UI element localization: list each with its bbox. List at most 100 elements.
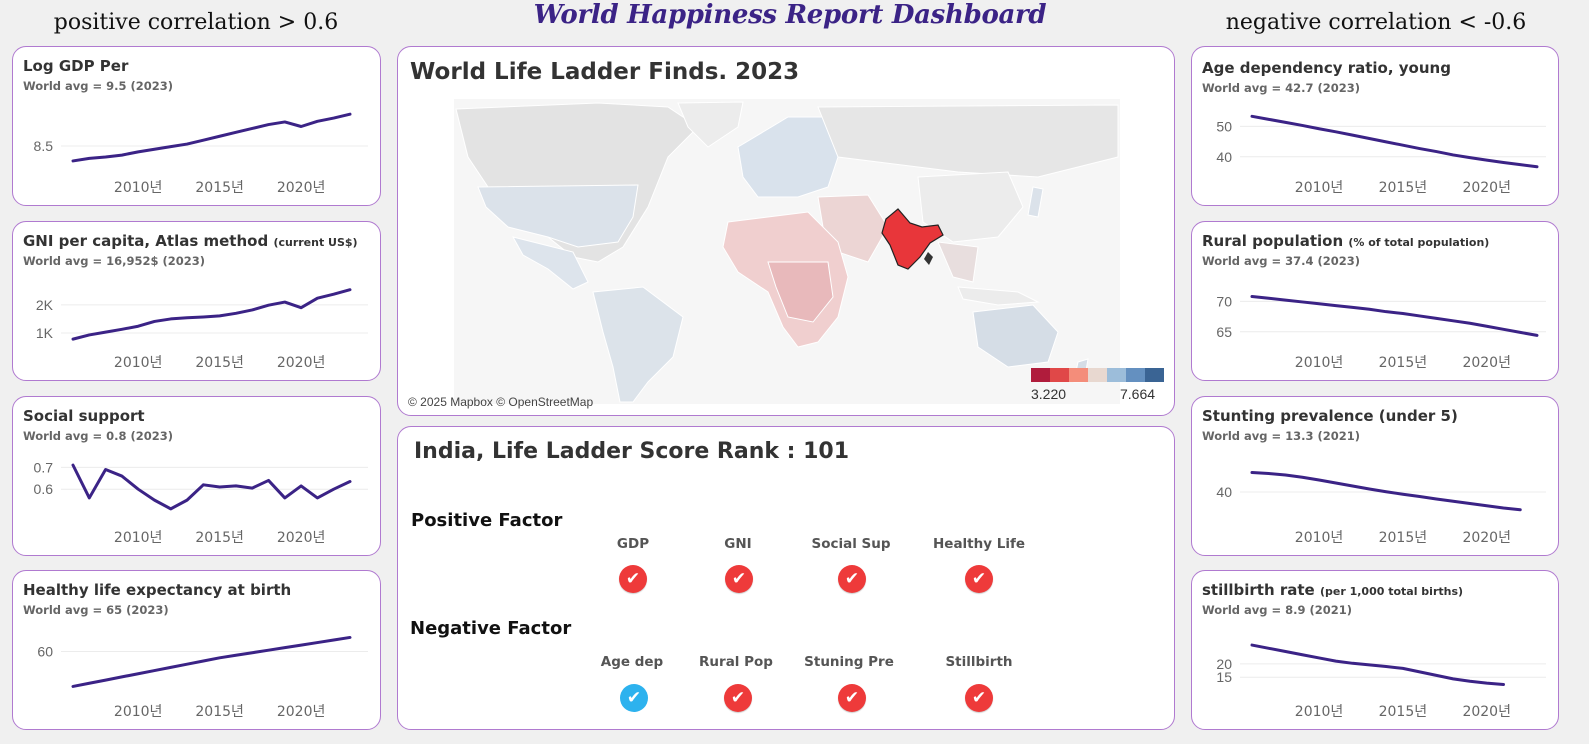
card-title: Log GDP Per bbox=[23, 57, 129, 75]
legend-color-bar bbox=[1031, 368, 1164, 382]
check-icon-gdp: ✔ bbox=[619, 565, 647, 593]
world-avg-label: World avg = 37.4 (2023) bbox=[1202, 254, 1361, 268]
indonesia-region bbox=[957, 286, 1040, 306]
card-title-suffix: (current US$) bbox=[273, 236, 358, 249]
series-line bbox=[1250, 643, 1505, 686]
x-tick-label: 2010년 bbox=[1295, 180, 1344, 196]
card-title: Healthy life expectancy at birth bbox=[23, 581, 292, 599]
card-title-suffix: (% of total population) bbox=[1348, 236, 1490, 249]
india-highlight bbox=[881, 208, 944, 270]
factor-label-stuning-pre: Stuning Pre bbox=[804, 654, 894, 670]
series-line bbox=[71, 288, 352, 341]
y-tick-label: 40 bbox=[1216, 484, 1232, 500]
factor-label-healthy-life: Healthy Life bbox=[932, 536, 1025, 552]
sri-lanka bbox=[924, 252, 933, 265]
legend-swatch-3 bbox=[1069, 368, 1088, 382]
negative-correlation-heading: negative correlation < -0.6 bbox=[1225, 10, 1527, 35]
check-icon-age-dep: ✔ bbox=[620, 684, 648, 712]
series-line bbox=[1250, 294, 1539, 337]
x-tick-label: 2015년 bbox=[195, 180, 244, 196]
world-map-card[interactable]: World Life Ladder Finds. 2023 bbox=[397, 46, 1175, 416]
social-support-card[interactable]: Social support World avg = 0.8 (2023) 0.… bbox=[12, 396, 381, 556]
y-tick-label: 20 bbox=[1216, 656, 1232, 672]
age-dependency-card[interactable]: Age dependency ratio, young World avg = … bbox=[1191, 46, 1559, 206]
usa-region bbox=[477, 184, 639, 248]
card-title: Age dependency ratio, young bbox=[1202, 59, 1451, 77]
x-tick-label: 2010년 bbox=[1295, 704, 1344, 720]
japan-region bbox=[1027, 186, 1044, 218]
legend-swatch-1 bbox=[1031, 368, 1050, 382]
stunting-card[interactable]: Stunting prevalence (under 5) World avg … bbox=[1191, 396, 1559, 556]
y-tick-label: 50 bbox=[1216, 118, 1232, 134]
world-avg-label: World avg = 0.8 (2023) bbox=[23, 429, 174, 443]
map-title: World Life Ladder Finds. 2023 bbox=[410, 59, 800, 85]
check-icon-healthy-life: ✔ bbox=[965, 565, 993, 593]
x-tick-label: 2010년 bbox=[114, 530, 163, 546]
factor-label-rural-pop: Rural Pop bbox=[699, 654, 773, 670]
series-line bbox=[1250, 114, 1539, 169]
check-icon-social-sup: ✔ bbox=[838, 565, 866, 593]
positive-correlation-heading: positive correlation > 0.6 bbox=[53, 10, 339, 35]
legend-min: 3.220 bbox=[1031, 386, 1067, 402]
x-tick-label: 2010년 bbox=[114, 704, 163, 720]
x-tick-label: 2020년 bbox=[277, 530, 326, 546]
legend-swatch-4 bbox=[1088, 368, 1107, 382]
x-tick-label: 2020년 bbox=[1462, 355, 1511, 371]
factor-label-gdp: GDP bbox=[616, 536, 650, 552]
x-tick-label: 2010년 bbox=[1295, 355, 1344, 371]
x-tick-label: 2020년 bbox=[277, 180, 326, 196]
card-title: Rural population bbox=[1202, 232, 1344, 250]
gdp-card[interactable]: Log GDP Per World avg = 9.5 (2023) 8.5 20… bbox=[12, 46, 381, 206]
x-tick-label: 2020년 bbox=[277, 355, 326, 371]
y-tick-label: 8.5 bbox=[34, 138, 54, 154]
age-dependency-line-chart: 50 40 2010년 2015년 2020년 bbox=[1216, 114, 1546, 196]
y-tick-label: 2K bbox=[36, 297, 54, 313]
series-line bbox=[71, 463, 352, 511]
social-support-line-chart: 0.7 0.6 2010년 2015년 2020년 bbox=[34, 459, 368, 546]
greenland-region bbox=[677, 101, 744, 148]
x-tick-label: 2020년 bbox=[1462, 704, 1511, 720]
y-tick-label: 0.7 bbox=[34, 459, 54, 475]
x-tick-label: 2015년 bbox=[195, 355, 244, 371]
y-tick-label: 65 bbox=[1216, 324, 1232, 340]
map-attribution[interactable]: © 2025 Mapbox © OpenStreetMap bbox=[408, 395, 594, 409]
gni-card[interactable]: GNI per capita, Atlas method (current US… bbox=[12, 221, 381, 381]
world-avg-label: World avg = 16,952$ (2023) bbox=[23, 254, 206, 268]
stillbirth-card[interactable]: stillbirth rate (per 1,000 total births)… bbox=[1191, 570, 1559, 730]
x-tick-label: 2015년 bbox=[1379, 530, 1428, 546]
stunting-line-chart: 40 2010년 2015년 2020년 bbox=[1216, 471, 1546, 546]
stillbirth-line-chart: 2015 2010년 2015년 2020년 bbox=[1216, 643, 1546, 720]
factor-label-social-sup: Social Sup bbox=[811, 536, 891, 552]
world-avg-label: World avg = 65 (2023) bbox=[23, 603, 169, 617]
x-tick-label: 2015년 bbox=[1379, 704, 1428, 720]
rank-title: India, Life Ladder Score Rank : 101 bbox=[414, 439, 850, 464]
check-icon-stuning-pre: ✔ bbox=[838, 684, 866, 712]
y-tick-label: 40 bbox=[1216, 149, 1232, 165]
card-title: GNI per capita, Atlas method bbox=[23, 232, 269, 250]
europe-region bbox=[737, 116, 839, 198]
check-icon-rural-pop: ✔ bbox=[724, 684, 752, 712]
rural-population-card[interactable]: Rural population (% of total population)… bbox=[1191, 221, 1559, 381]
world-avg-label: World avg = 13.3 (2021) bbox=[1202, 429, 1361, 443]
x-tick-label: 2015년 bbox=[1379, 355, 1428, 371]
south-america-region bbox=[592, 286, 684, 403]
healthy-life-line-chart: 60 2010년 2015년 2020년 bbox=[37, 635, 368, 720]
y-tick-label: 0.6 bbox=[34, 481, 54, 497]
mexico-central-america-region bbox=[512, 236, 589, 290]
series-line bbox=[71, 635, 352, 688]
y-tick-label: 15 bbox=[1216, 669, 1232, 685]
x-tick-label: 2020년 bbox=[1462, 530, 1511, 546]
india-rank-card[interactable]: India, Life Ladder Score Rank : 101 Posi… bbox=[397, 426, 1175, 730]
healthy-life-card[interactable]: Healthy life expectancy at birth World a… bbox=[12, 570, 381, 730]
central-africa-region bbox=[767, 261, 834, 323]
world-choropleth-map[interactable] bbox=[398, 47, 1175, 416]
china-region bbox=[917, 171, 1024, 243]
card-title: Social support bbox=[23, 407, 145, 425]
southeast-asia-region bbox=[937, 241, 979, 283]
card-title: Stunting prevalence (under 5) bbox=[1202, 407, 1458, 425]
world-avg-label: World avg = 9.5 (2023) bbox=[23, 79, 174, 93]
x-tick-label: 2020년 bbox=[1462, 180, 1511, 196]
gdp-line-chart: 8.5 2010년 2015년 2020년 bbox=[34, 112, 368, 196]
australia-region bbox=[972, 304, 1059, 368]
dashboard-title: World Happiness Report Dashboard bbox=[533, 0, 1047, 30]
